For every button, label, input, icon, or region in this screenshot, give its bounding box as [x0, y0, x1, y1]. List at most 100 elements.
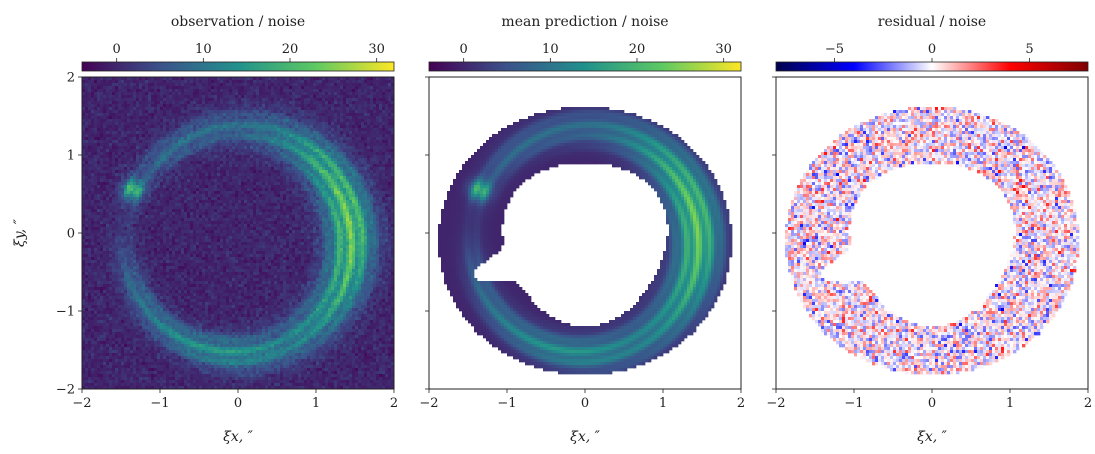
heatmap-cell [271, 128, 275, 132]
heatmap-cell [115, 185, 119, 189]
heatmap-cell [343, 116, 347, 120]
heatmap-cell [88, 173, 92, 177]
heatmap-cell [190, 95, 194, 99]
heatmap-cell [82, 113, 86, 117]
heatmap-cell [193, 110, 197, 114]
heatmap-cell [91, 206, 95, 210]
heatmap-cell [115, 122, 119, 126]
heatmap-cell [262, 131, 266, 135]
heatmap-cell [304, 209, 308, 213]
heatmap-cell [301, 143, 305, 147]
heatmap-cell [148, 119, 152, 123]
heatmap-cell [217, 116, 221, 120]
heatmap-cell [112, 170, 116, 174]
heatmap-cell [388, 101, 392, 105]
heatmap-cell [82, 215, 86, 219]
heatmap-cell [253, 167, 257, 171]
heatmap-cell [376, 191, 380, 195]
heatmap-cell [181, 176, 185, 180]
heatmap-cell [298, 194, 302, 198]
heatmap-cell [250, 143, 254, 147]
heatmap-cell [328, 98, 332, 102]
heatmap-cell [376, 158, 380, 162]
heatmap-cell [175, 185, 179, 189]
heatmap-cell [364, 176, 368, 180]
heatmap-cell [136, 185, 140, 189]
heatmap-cell [160, 206, 164, 210]
heatmap-cell [154, 107, 158, 111]
heatmap-cell [337, 170, 341, 174]
heatmap-cell [85, 179, 89, 183]
heatmap-cell [235, 128, 239, 132]
heatmap-cell [121, 158, 125, 162]
heatmap-cell [283, 83, 287, 87]
heatmap-cell [388, 149, 392, 153]
heatmap-cell [97, 185, 101, 189]
heatmap-cell [97, 206, 101, 210]
heatmap-cell [103, 134, 107, 138]
heatmap-cell [205, 191, 209, 195]
heatmap-cell [262, 86, 266, 90]
heatmap-cell [385, 101, 389, 105]
heatmap-cell [367, 89, 371, 93]
heatmap-cell [277, 146, 281, 150]
heatmap-cell [130, 77, 134, 81]
heatmap-cell [184, 218, 188, 222]
heatmap-cell [238, 218, 242, 222]
heatmap-cell [169, 95, 173, 99]
heatmap-cell [91, 131, 95, 135]
heatmap-cell [385, 209, 389, 213]
heatmap-cell [109, 119, 113, 123]
heatmap-cell [373, 179, 377, 183]
heatmap-cell [358, 80, 362, 84]
heatmap-cell [199, 98, 203, 102]
heatmap-cell [226, 80, 230, 84]
heatmap-cell [259, 203, 263, 207]
heatmap-cell [121, 167, 125, 171]
heatmap-cell [172, 92, 176, 96]
heatmap-cell [154, 95, 158, 99]
heatmap-cell [265, 149, 269, 153]
heatmap-cell [388, 98, 392, 102]
heatmap-cell [346, 89, 350, 93]
heatmap-cell [340, 206, 344, 210]
heatmap-cell [379, 185, 383, 189]
heatmap-cell [340, 92, 344, 96]
heatmap-cell [244, 158, 248, 162]
heatmap-cell [154, 185, 158, 189]
heatmap-cell [286, 161, 290, 165]
heatmap-cell [88, 182, 92, 186]
heatmap-cell [199, 83, 203, 87]
heatmap-cell [310, 137, 314, 141]
heatmap-cell [391, 107, 394, 111]
heatmap-cell [292, 179, 296, 183]
heatmap-cell [292, 212, 296, 216]
heatmap-cell [145, 137, 149, 141]
heatmap-cell [364, 98, 368, 102]
heatmap-cell [247, 185, 251, 189]
heatmap-cell [358, 152, 362, 156]
heatmap-cell [340, 80, 344, 84]
heatmap-cell [187, 122, 191, 126]
heatmap-cell [340, 116, 344, 120]
heatmap-cell [148, 215, 152, 219]
heatmap-cell [379, 206, 383, 210]
heatmap-cell [145, 185, 149, 189]
heatmap-cell [145, 179, 149, 183]
heatmap-cell [328, 206, 332, 210]
heatmap-cell [355, 176, 359, 180]
heatmap-cell [313, 188, 317, 192]
heatmap-cell [292, 152, 296, 156]
heatmap-cell [331, 155, 335, 159]
heatmap-cell [181, 89, 185, 93]
heatmap-cell [121, 176, 125, 180]
heatmap-cell [106, 146, 110, 150]
heatmap-cell [322, 101, 326, 105]
heatmap-cell [235, 209, 239, 213]
heatmap-cell [187, 86, 191, 90]
heatmap-cell [253, 146, 257, 150]
heatmap-cell [109, 146, 113, 150]
heatmap-cell [160, 194, 164, 198]
heatmap-cell [142, 140, 146, 144]
heatmap-cell [262, 83, 266, 87]
